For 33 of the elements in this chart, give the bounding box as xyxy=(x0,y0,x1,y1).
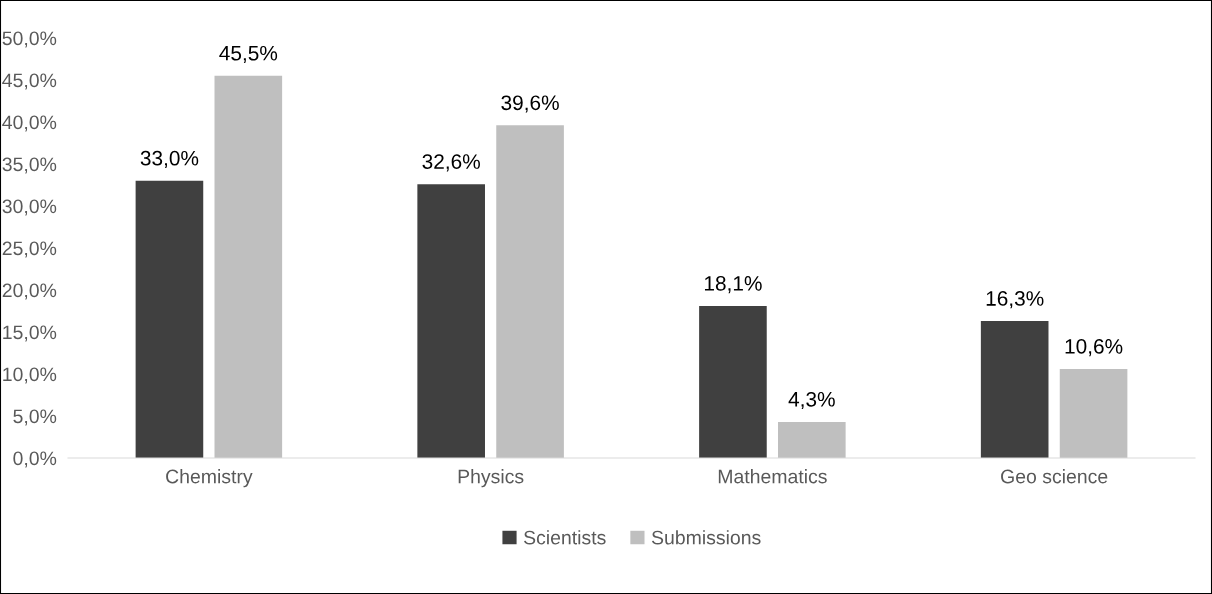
y-tick-label: 45,0% xyxy=(2,73,57,90)
data-label: 32,6% xyxy=(422,154,480,172)
data-label: 10,6% xyxy=(1065,338,1123,357)
y-tick-label: 10,0% xyxy=(3,367,57,384)
x-tick-label: Chemistry xyxy=(166,469,253,488)
data-label: 18,1% xyxy=(704,275,762,294)
data-label: 39,6% xyxy=(501,95,559,113)
y-tick-label: 40,0% xyxy=(2,115,57,132)
bar xyxy=(699,305,767,458)
y-tick-label: 30,0% xyxy=(2,199,57,216)
bar xyxy=(214,75,283,458)
y-tick-label: 5,0% xyxy=(13,409,57,426)
bar xyxy=(417,184,485,458)
x-tick-label: Mathematics xyxy=(718,469,827,484)
data-label: 4,3% xyxy=(788,391,835,410)
legend-label: Scientists xyxy=(524,530,606,545)
y-tick-label: 15,0% xyxy=(3,325,57,342)
data-label: 45,5% xyxy=(219,45,278,64)
x-tick-label: Geo science xyxy=(1001,469,1108,484)
y-tick-label: 20,0% xyxy=(2,283,57,300)
bar xyxy=(980,321,1049,458)
bar xyxy=(496,125,564,458)
y-tick-label: 50,0% xyxy=(2,31,57,48)
data-label: 33,0% xyxy=(140,150,199,169)
legend-label: Submissions xyxy=(651,530,761,545)
bar xyxy=(135,180,204,458)
data-label: 16,3% xyxy=(986,291,1044,309)
y-tick-label: 0,0% xyxy=(13,451,57,468)
y-tick-label: 25,0% xyxy=(2,241,57,258)
bar xyxy=(1059,368,1128,458)
bar xyxy=(778,421,846,458)
x-tick-label: Physics xyxy=(458,469,524,488)
y-tick-label: 35,0% xyxy=(2,157,57,174)
